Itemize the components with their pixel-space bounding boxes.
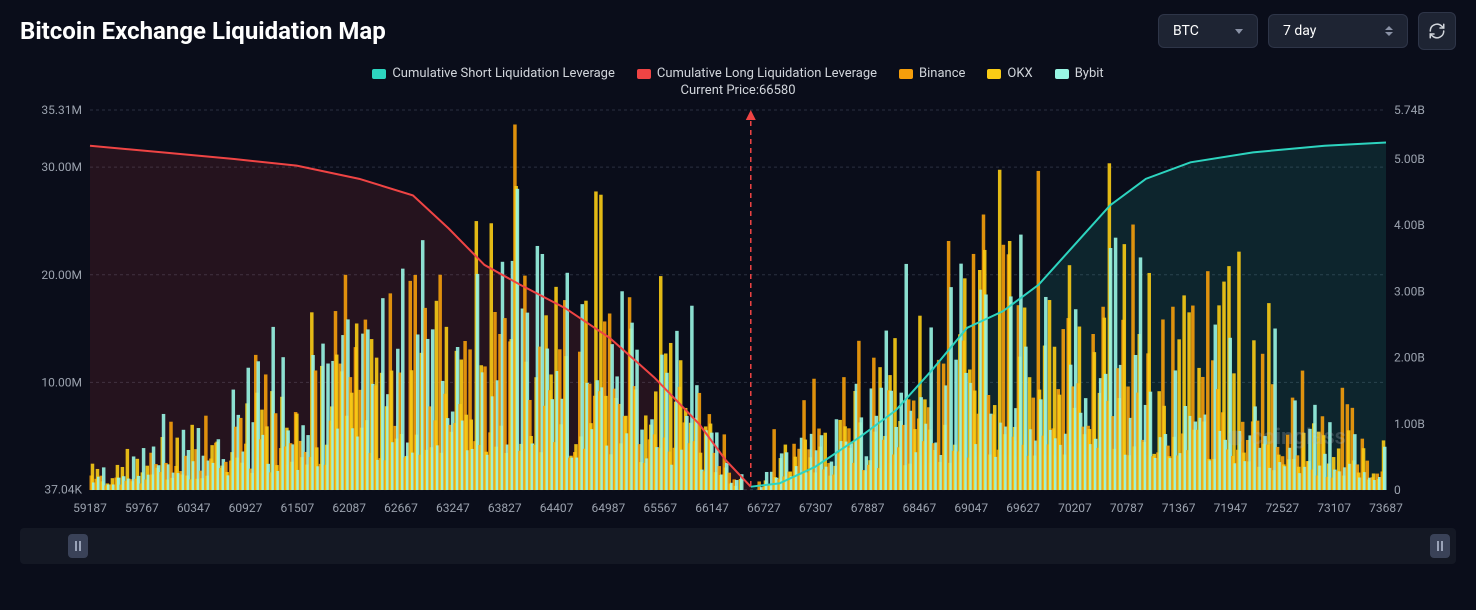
svg-text:64987: 64987 — [592, 501, 626, 515]
svg-text:69047: 69047 — [954, 501, 988, 515]
svg-text:60347: 60347 — [177, 501, 211, 515]
svg-text:35.31M: 35.31M — [41, 103, 82, 117]
svg-text:1.00B: 1.00B — [1394, 417, 1425, 431]
svg-text:5.00B: 5.00B — [1394, 152, 1425, 166]
legend-label: Cumulative Short Liquidation Leverage — [392, 66, 615, 81]
svg-text:30.00M: 30.00M — [41, 160, 82, 174]
svg-text:0: 0 — [1394, 483, 1401, 497]
svg-text:71367: 71367 — [1162, 501, 1196, 515]
legend-swatch — [637, 69, 651, 79]
range-dropdown-label: 7 day — [1283, 23, 1316, 39]
refresh-icon — [1428, 22, 1446, 40]
svg-text:61507: 61507 — [280, 501, 314, 515]
svg-text:66727: 66727 — [747, 501, 781, 515]
range-slider-handle-left[interactable] — [68, 534, 88, 558]
legend-label: Binance — [919, 66, 965, 81]
legend-swatch — [1055, 69, 1069, 79]
legend-item[interactable]: OKX — [987, 66, 1032, 81]
svg-text:62087: 62087 — [332, 501, 366, 515]
legend-label: Cumulative Long Liquidation Leverage — [657, 66, 877, 81]
chart-legend: Cumulative Short Liquidation Leverage Cum… — [0, 62, 1476, 83]
svg-text:68467: 68467 — [903, 501, 937, 515]
svg-text:67887: 67887 — [851, 501, 885, 515]
svg-text:62667: 62667 — [384, 501, 418, 515]
legend-item[interactable]: Bybit — [1055, 66, 1104, 81]
svg-text:71947: 71947 — [1214, 501, 1248, 515]
legend-label: Bybit — [1075, 66, 1104, 81]
svg-text:73687: 73687 — [1369, 501, 1403, 515]
svg-text:69627: 69627 — [1006, 501, 1040, 515]
svg-text:70787: 70787 — [1110, 501, 1144, 515]
svg-text:64407: 64407 — [540, 501, 574, 515]
legend-swatch — [899, 69, 913, 79]
range-slider-handle-right[interactable] — [1430, 534, 1450, 558]
liquidation-chart: 37.04K 10.00M 20.00M 30.00M 35.31M 0 1.00B 2.00… — [20, 100, 1456, 520]
svg-text:60927: 60927 — [229, 501, 263, 515]
svg-text:59187: 59187 — [73, 501, 107, 515]
svg-text:20.00M: 20.00M — [41, 268, 82, 282]
legend-swatch — [987, 69, 1001, 79]
svg-text:37.04K: 37.04K — [44, 483, 82, 497]
legend-item[interactable]: Cumulative Long Liquidation Leverage — [637, 66, 877, 81]
svg-text:63827: 63827 — [488, 501, 522, 515]
svg-text:72527: 72527 — [1265, 501, 1299, 515]
svg-text:2.00B: 2.00B — [1394, 351, 1425, 365]
header-controls: BTC 7 day — [1158, 12, 1456, 50]
asset-dropdown-label: BTC — [1173, 23, 1199, 39]
page-title: Bitcoin Exchange Liquidation Map — [20, 17, 386, 45]
svg-text:59767: 59767 — [125, 501, 159, 515]
current-price-label: Current Price:66580 — [0, 83, 1476, 100]
svg-text:63247: 63247 — [436, 501, 470, 515]
range-slider[interactable] — [20, 528, 1456, 564]
svg-text:5.74B: 5.74B — [1394, 103, 1425, 117]
legend-item[interactable]: Binance — [899, 66, 965, 81]
stepper-icon — [1385, 26, 1393, 36]
svg-text:65567: 65567 — [643, 501, 677, 515]
legend-label: OKX — [1007, 66, 1032, 81]
chevron-down-icon — [1235, 29, 1243, 34]
legend-item[interactable]: Cumulative Short Liquidation Leverage — [372, 66, 615, 81]
svg-text:4.00B: 4.00B — [1394, 218, 1425, 232]
svg-text:3.00B: 3.00B — [1394, 284, 1425, 298]
range-dropdown[interactable]: 7 day — [1268, 14, 1408, 48]
legend-swatch — [372, 69, 386, 79]
svg-text:70207: 70207 — [1058, 501, 1092, 515]
refresh-button[interactable] — [1418, 12, 1456, 50]
svg-text:66147: 66147 — [695, 501, 729, 515]
svg-text:10.00M: 10.00M — [41, 375, 82, 389]
svg-text:73107: 73107 — [1317, 501, 1351, 515]
asset-dropdown[interactable]: BTC — [1158, 14, 1258, 48]
svg-text:67307: 67307 — [799, 501, 833, 515]
